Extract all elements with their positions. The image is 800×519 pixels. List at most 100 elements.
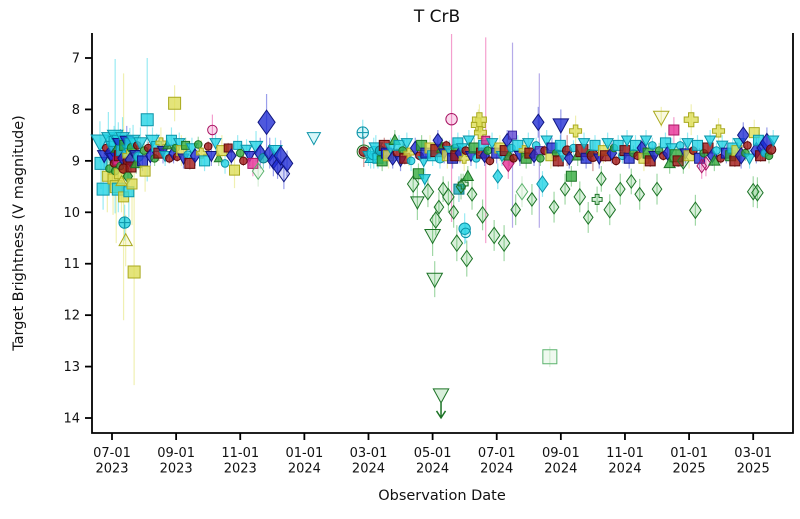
data-point [536,153,545,163]
data-point [639,135,653,148]
data-point [193,140,203,149]
data-point [132,137,148,151]
data-point [225,148,237,164]
data-point [540,135,554,148]
data-point [168,96,182,110]
data-point [681,138,694,150]
data-point [743,153,756,166]
x-tick-label: 01-01 2025 [670,446,708,477]
data-point [229,164,241,176]
data-point [461,169,475,182]
data-point [625,173,637,190]
data-point [652,110,670,127]
data-point [458,222,471,235]
tick-labels: 7 8 9 10 11 12 13 14 07-01 2023 09-01 2023 11-01 2023… [63,52,772,477]
y-tick-label: 14 [63,412,80,427]
data-point [239,156,248,166]
data-point [126,178,138,190]
data-point [421,182,435,201]
data-point [240,144,253,157]
data-point [432,388,450,404]
data-point [273,145,288,167]
data-point [577,138,591,150]
data-point [424,228,442,245]
data-point [601,138,614,150]
x-tick-label: 07-01 2024 [478,446,516,477]
data-point [569,124,583,138]
data-point [406,175,420,193]
data-point [648,141,657,150]
data-point [565,170,577,182]
data-point [683,112,699,128]
y-tick-label: 9 [72,154,80,169]
data-point [409,196,425,210]
data-point [531,113,545,132]
data-point [476,205,489,224]
data-point [508,130,518,140]
data-point [603,200,617,219]
data-point [542,349,558,365]
data-point [458,152,470,164]
data-point [712,124,726,138]
data-point [651,181,663,197]
data-point [183,150,193,159]
data-point [199,155,211,167]
data-point [510,202,522,218]
data-point [209,138,222,150]
data-point [766,135,780,148]
data-point [280,154,294,173]
x-tick-label: 11-01 2023 [221,446,259,477]
x-axis-label: Observation Date [378,488,506,504]
axis-spines [91,33,794,434]
data-point [139,165,151,177]
data-point [487,226,501,245]
chart-title: T CrB [413,7,460,27]
data-point [703,135,717,148]
data-point [751,183,764,202]
data-point [251,162,265,181]
data-point [614,181,626,197]
data-point [620,135,634,148]
data-point [247,157,259,169]
x-tick-label: 03-01 2024 [350,446,388,477]
data-point [257,109,276,136]
data-point [442,187,455,206]
data-point [235,148,245,158]
data-point [457,178,469,190]
data-point [466,186,478,202]
data-point [515,182,529,201]
data-point [429,211,443,229]
data-point [582,209,594,226]
data-point [432,132,444,148]
x-tick-label: 09-01 2024 [542,446,580,477]
data-point [509,153,518,163]
data-point [548,199,560,215]
data-point [746,182,760,201]
data-point-cross [118,216,131,229]
data-point [712,146,721,155]
data-point [462,135,476,148]
data-point [692,139,704,151]
data-point [573,187,587,206]
data-point [203,142,213,151]
data-point [595,171,607,187]
y-tick-label: 8 [72,103,80,118]
data-point [445,113,458,126]
data-point [668,124,680,136]
x-tick-label: 05-01 2024 [414,446,452,477]
data-point [450,234,464,253]
data-point [460,249,474,268]
data-point [90,134,110,153]
y-tick-label: 7 [72,52,80,67]
data-point [634,186,646,202]
data-point [696,158,708,174]
data-point [306,132,322,146]
data-point [406,156,416,166]
data-point [127,265,141,279]
x-tick-label: 09-01 2023 [157,446,195,477]
axes [85,33,794,440]
data-point [140,113,154,127]
x-tick-label: 11-01 2024 [606,446,644,477]
